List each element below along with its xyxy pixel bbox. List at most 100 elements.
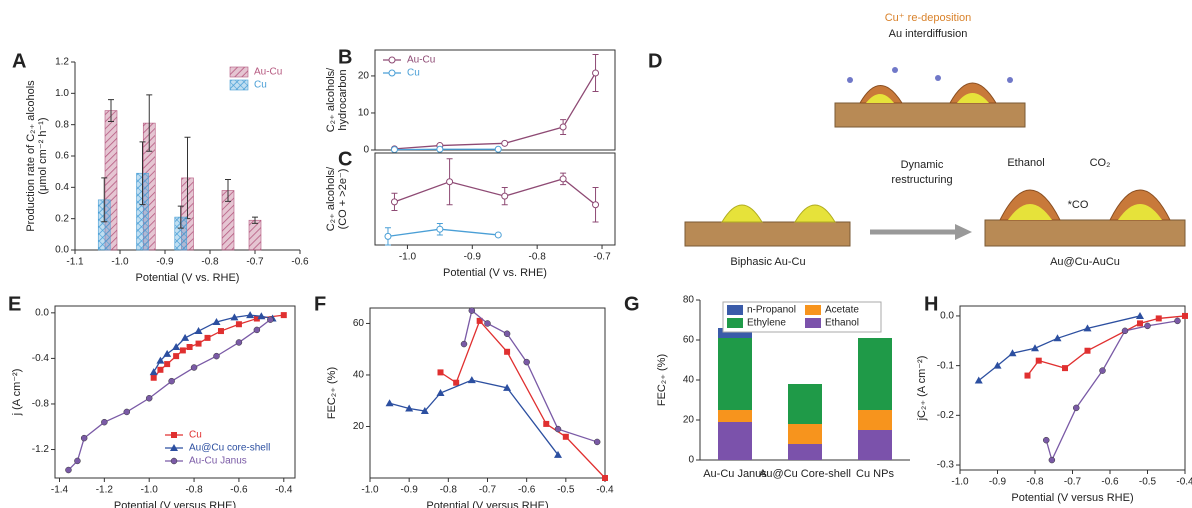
x-tick-label: -0.7 <box>246 257 264 268</box>
legend-swatch <box>727 318 743 328</box>
caption: Biphasic Au-Cu <box>730 256 805 268</box>
marker <box>164 361 171 368</box>
y-tick-label: 80 <box>683 295 695 306</box>
marker <box>168 377 175 385</box>
marker <box>602 475 608 481</box>
marker <box>190 364 198 371</box>
legend-label: Cu <box>407 68 420 79</box>
y-axis-label: jC₂₊ (A cm⁻²) <box>916 356 928 422</box>
marker <box>212 317 221 325</box>
legend-label: Ethylene <box>747 318 786 329</box>
x-tick-label: -0.9 <box>401 485 419 496</box>
marker <box>503 383 512 391</box>
x-tick-label: -0.8 <box>201 257 219 268</box>
substrate <box>984 219 1186 247</box>
marker <box>1008 349 1017 357</box>
y-tick-label: -0.2 <box>937 410 955 421</box>
series-line <box>394 178 596 206</box>
marker <box>204 334 211 341</box>
molecule-label: CO₂ <box>1090 157 1111 169</box>
marker <box>501 192 509 200</box>
bar-segment <box>788 424 822 444</box>
marker <box>559 175 567 183</box>
y-tick-label: 0.0 <box>940 311 954 322</box>
x-axis-label: Potential (V versus RHE) <box>426 500 548 508</box>
marker <box>257 312 266 320</box>
arrow-label: restructuring <box>891 174 952 186</box>
legend-label: Acetate <box>825 305 859 316</box>
plot-frame <box>959 305 1186 471</box>
marker <box>993 361 1002 369</box>
marker <box>195 340 202 347</box>
marker <box>213 352 220 360</box>
ion <box>847 77 853 83</box>
series-line <box>389 379 559 456</box>
marker <box>384 232 392 240</box>
marker <box>1137 320 1143 327</box>
legend-label: Au@Cu core-shell <box>189 443 270 454</box>
error-bar <box>101 177 108 223</box>
marker <box>388 69 396 77</box>
marker <box>74 457 81 465</box>
x-tick-label: -0.5 <box>557 485 575 496</box>
legend-label: Cu <box>254 80 267 91</box>
y-axis-label: C₂₊ alcohols/ <box>325 166 337 231</box>
marker <box>1062 365 1068 372</box>
x-tick-label: -1.0 <box>951 477 969 488</box>
x-tick-label: -1.4 <box>51 485 69 496</box>
x-tick-label: -1.0 <box>399 252 417 263</box>
marker <box>280 312 287 319</box>
marker <box>1144 322 1151 330</box>
legend-box <box>722 301 882 333</box>
panel-letter: G <box>624 293 640 315</box>
legend-swatch <box>805 305 821 315</box>
y-tick-label: 1.0 <box>55 88 69 99</box>
marker <box>1099 367 1106 374</box>
x-tick-label: -0.9 <box>989 477 1007 488</box>
x-axis-label: Potential (V versus RHE) <box>1011 492 1133 504</box>
marker <box>253 326 261 334</box>
marker <box>1035 357 1042 364</box>
legend-label: Ethanol <box>825 318 859 329</box>
marker <box>1053 334 1062 342</box>
x-axis-label: Potential (V vs. RHE) <box>443 267 547 279</box>
marker <box>157 366 164 373</box>
y-tick-label: 60 <box>353 318 365 329</box>
marker <box>246 311 255 319</box>
marker <box>436 145 444 153</box>
legend-swatch <box>805 318 821 328</box>
marker <box>390 146 398 154</box>
bar-segment <box>788 444 822 460</box>
panel-letter: E <box>8 293 21 315</box>
error-bar <box>146 94 153 152</box>
series-line <box>1045 320 1178 462</box>
x-tick-label: -0.4 <box>275 485 293 496</box>
marker <box>170 457 178 465</box>
y-tick-label: -0.3 <box>937 460 955 471</box>
legend-label: Au-Cu <box>254 67 282 78</box>
marker <box>65 466 72 474</box>
bar-segment <box>788 384 822 424</box>
marker <box>1084 347 1091 354</box>
marker <box>390 198 398 206</box>
particle <box>721 204 836 223</box>
marker <box>1048 456 1056 464</box>
marker <box>235 339 243 346</box>
marker <box>235 321 242 328</box>
marker <box>453 379 460 386</box>
panel-letter: F <box>314 293 326 315</box>
marker <box>385 399 394 407</box>
series-line <box>463 309 598 443</box>
y-tick-label: 40 <box>683 375 695 386</box>
marker <box>503 330 511 338</box>
caption: Au@Cu-AuCu <box>1050 256 1120 268</box>
marker <box>504 348 511 355</box>
x-tick-label: -0.8 <box>1026 477 1044 488</box>
x-tick-label: -1.2 <box>96 485 114 496</box>
marker <box>170 444 178 451</box>
marker <box>173 353 180 360</box>
marker <box>420 407 429 415</box>
arrow-head <box>955 224 972 240</box>
marker <box>436 389 445 396</box>
